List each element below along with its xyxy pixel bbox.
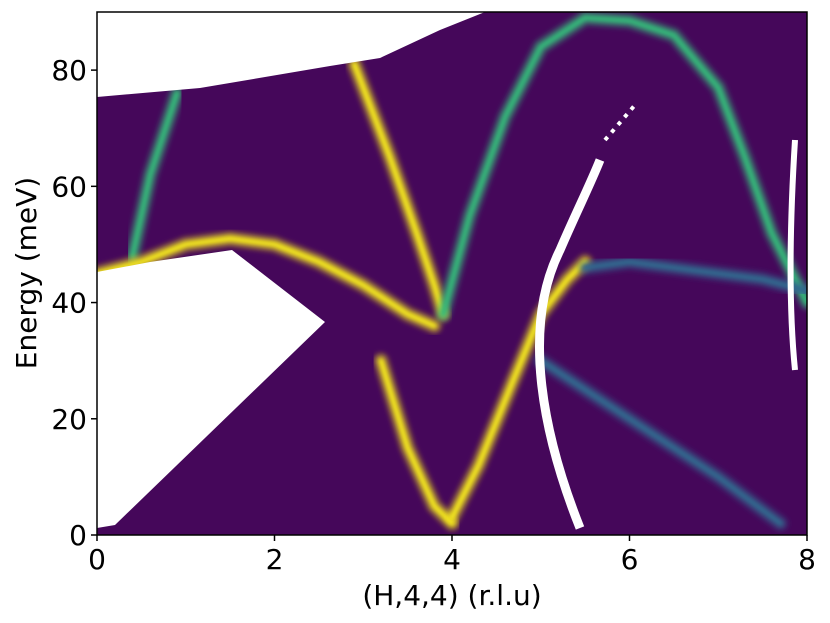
x-axis-label: (H,4,4) (r.l.u)	[362, 579, 541, 612]
dispersion-branch	[448, 258, 589, 522]
dispersion-branch	[97, 235, 438, 330]
x-tick-label: 0	[88, 543, 106, 576]
dispersion-branch	[581, 258, 807, 295]
x-tick-label: 8	[798, 543, 816, 576]
y-tick-label: 80	[51, 54, 87, 87]
dispersion-branch	[350, 60, 447, 318]
no-data-region	[97, 250, 325, 528]
no-data-regions	[97, 12, 798, 530]
y-tick-label: 60	[51, 170, 87, 203]
dispersion-branch	[377, 357, 456, 527]
y-tick-label: 40	[51, 287, 87, 320]
x-tick-label: 6	[621, 543, 639, 576]
no-data-region	[535, 158, 605, 530]
y-tick-label: 0	[69, 519, 87, 552]
y-tick-label: 20	[51, 403, 87, 436]
no-data-region	[97, 12, 485, 97]
plot-area	[97, 12, 807, 532]
dispersion-branch	[439, 14, 807, 318]
x-tick-label: 4	[443, 543, 461, 576]
dispersion-branch	[129, 89, 181, 260]
no-data-region	[603, 103, 637, 142]
no-data-region	[787, 139, 798, 371]
dispersion-branch	[537, 357, 784, 527]
y-axis-label: Energy (meV)	[10, 177, 43, 369]
x-tick-label: 2	[266, 543, 284, 576]
